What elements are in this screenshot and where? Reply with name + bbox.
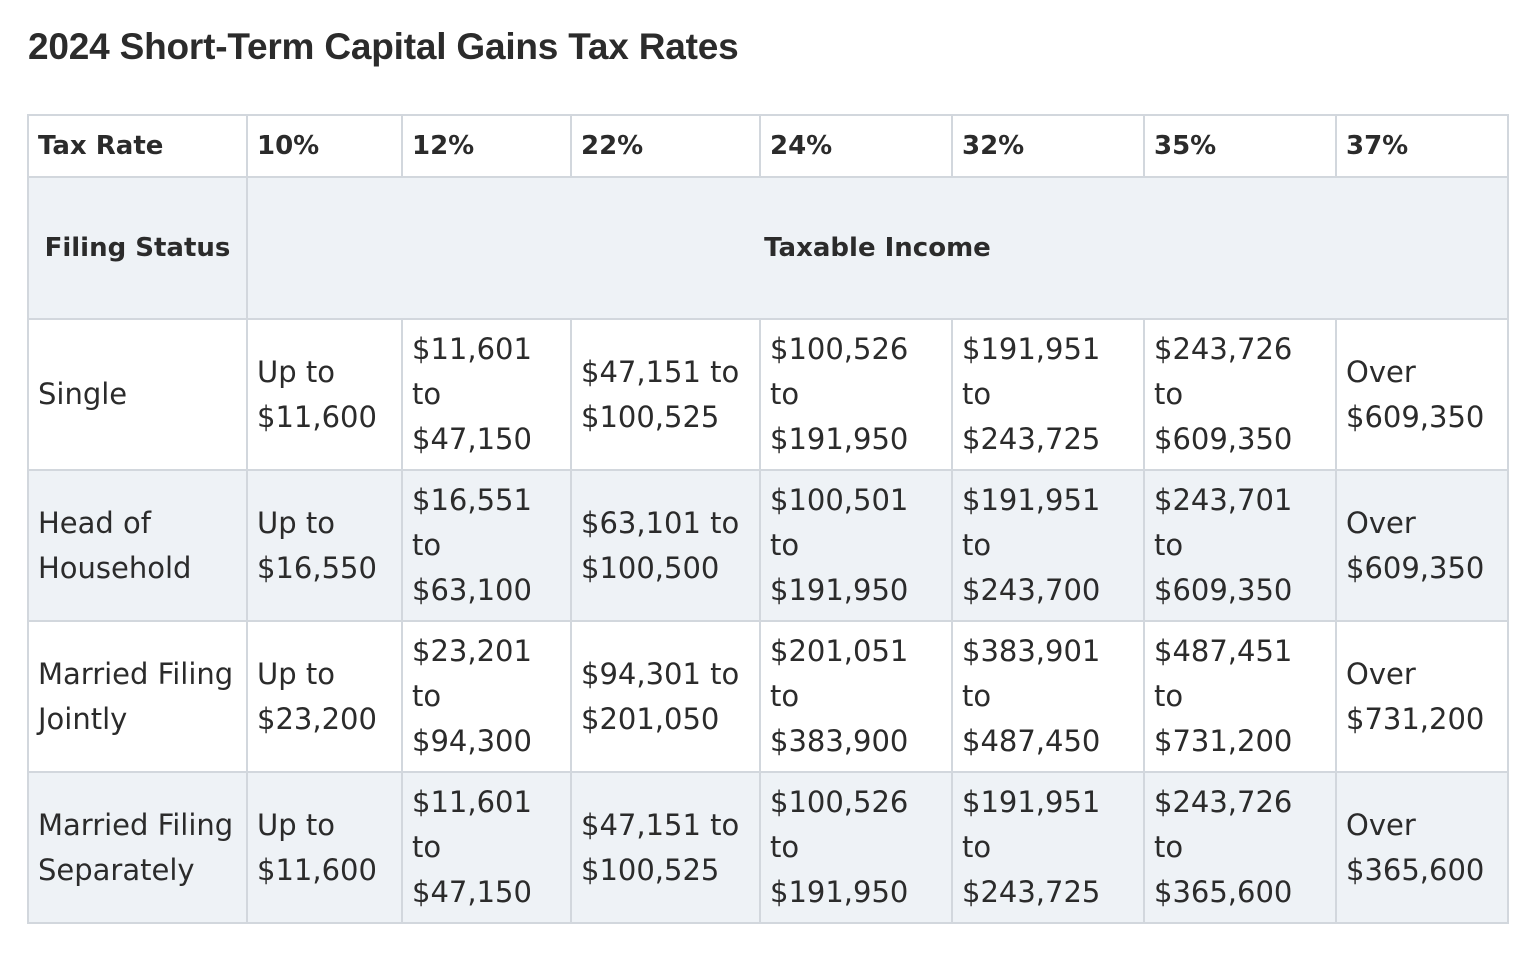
table-row-head-of-household: Head of Household Up to $16,550 $16,551 … <box>27 469 1509 622</box>
rate-37-header: 37% <box>1335 114 1509 178</box>
rate-22-header: 22% <box>570 114 761 178</box>
bracket-cell: $100,501 to $191,950 <box>759 469 953 622</box>
bracket-cell: $487,451 to $731,200 <box>1143 620 1337 773</box>
bracket-cell: $47,151 to $100,525 <box>570 771 761 924</box>
bracket-cell: Over $609,350 <box>1335 318 1509 471</box>
bracket-cell: $243,701 to $609,350 <box>1143 469 1337 622</box>
bracket-cell: $243,726 to $365,600 <box>1143 771 1337 924</box>
bracket-cell: Up to $16,550 <box>246 469 403 622</box>
rate-32-header: 32% <box>951 114 1145 178</box>
rate-12-header: 12% <box>401 114 572 178</box>
tax-rates-table: Tax Rate 10% 12% 22% 24% 32% 35% 37% Fil… <box>27 114 1509 924</box>
filing-status-cell: Head of Household <box>27 469 248 622</box>
table-row-married-filing-separately: Married Filing Separately Up to $11,600 … <box>27 771 1509 924</box>
bracket-cell: $383,901 to $487,450 <box>951 620 1145 773</box>
filing-status-cell: Single <box>27 318 248 471</box>
tax-rate-label: Tax Rate <box>27 114 248 178</box>
bracket-cell: $11,601 to $47,150 <box>401 318 572 471</box>
bracket-cell: $191,951 to $243,700 <box>951 469 1145 622</box>
bracket-cell: Over $365,600 <box>1335 771 1509 924</box>
bracket-cell: $47,151 to $100,525 <box>570 318 761 471</box>
bracket-cell: $16,551 to $63,100 <box>401 469 572 622</box>
bracket-cell: $191,951 to $243,725 <box>951 318 1145 471</box>
taxable-income-header: Taxable Income <box>246 176 1509 320</box>
bracket-cell: Over $731,200 <box>1335 620 1509 773</box>
rate-24-header: 24% <box>759 114 953 178</box>
bracket-cell: $11,601 to $47,150 <box>401 771 572 924</box>
bracket-cell: Over $609,350 <box>1335 469 1509 622</box>
table-row-single: Single Up to $11,600 $11,601 to $47,150 … <box>27 318 1509 471</box>
bracket-cell: Up to $11,600 <box>246 771 403 924</box>
filing-status-header: Filing Status <box>27 176 248 320</box>
table-row-married-filing-jointly: Married Filing Jointly Up to $23,200 $23… <box>27 620 1509 773</box>
bracket-cell: $94,301 to $201,050 <box>570 620 761 773</box>
bracket-cell: $100,526 to $191,950 <box>759 771 953 924</box>
filing-status-cell: Married Filing Separately <box>27 771 248 924</box>
bracket-cell: Up to $11,600 <box>246 318 403 471</box>
bracket-cell: $23,201 to $94,300 <box>401 620 572 773</box>
bracket-cell: $201,051 to $383,900 <box>759 620 953 773</box>
bracket-cell: $191,951 to $243,725 <box>951 771 1145 924</box>
rate-10-header: 10% <box>246 114 403 178</box>
subheader-row: Filing Status Taxable Income <box>27 176 1509 320</box>
bracket-cell: $100,526 to $191,950 <box>759 318 953 471</box>
filing-status-cell: Married Filing Jointly <box>27 620 248 773</box>
rate-35-header: 35% <box>1143 114 1337 178</box>
page-title: 2024 Short-Term Capital Gains Tax Rates <box>28 26 739 67</box>
bracket-cell: $63,101 to $100,500 <box>570 469 761 622</box>
bracket-cell: $243,726 to $609,350 <box>1143 318 1337 471</box>
bracket-cell: Up to $23,200 <box>246 620 403 773</box>
tax-rate-header-row: Tax Rate 10% 12% 22% 24% 32% 35% 37% <box>27 114 1509 178</box>
